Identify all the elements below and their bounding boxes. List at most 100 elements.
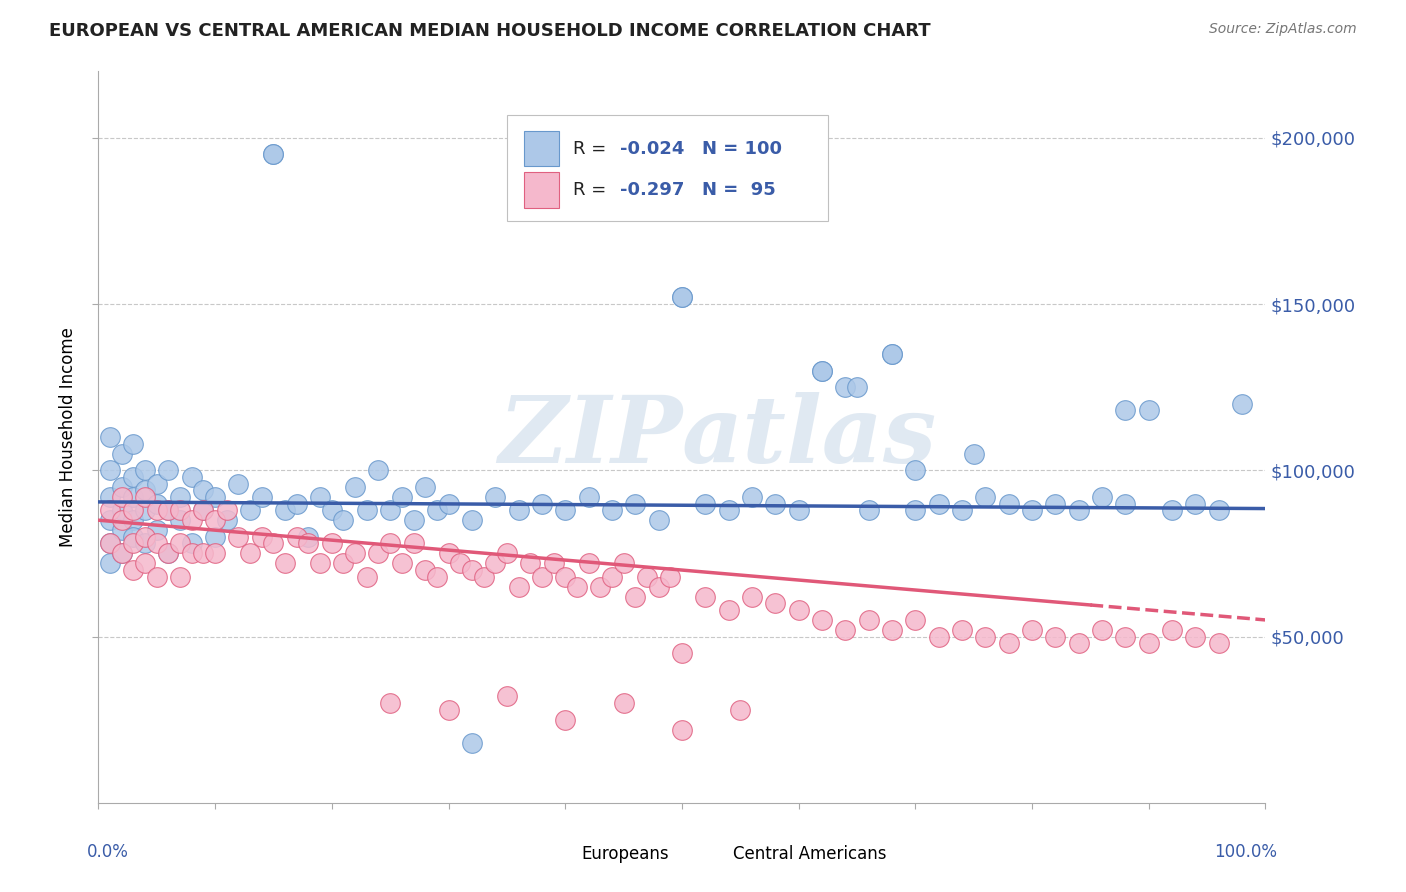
Point bbox=[111, 546, 134, 560]
Point bbox=[169, 570, 191, 584]
Point bbox=[309, 557, 332, 571]
Point bbox=[811, 613, 834, 627]
Point bbox=[239, 503, 262, 517]
Point bbox=[1161, 503, 1184, 517]
Text: 0.0%: 0.0% bbox=[87, 843, 128, 861]
Point bbox=[472, 570, 495, 584]
Point bbox=[250, 490, 273, 504]
Point bbox=[98, 430, 121, 444]
Point bbox=[98, 536, 121, 550]
Point bbox=[1091, 623, 1114, 637]
Point bbox=[554, 570, 576, 584]
Point bbox=[180, 470, 202, 484]
Point bbox=[321, 536, 343, 550]
Point bbox=[111, 546, 134, 560]
Point bbox=[146, 497, 169, 511]
Point bbox=[543, 557, 565, 571]
Point bbox=[146, 536, 169, 550]
Point bbox=[180, 536, 202, 550]
Text: N = 100: N = 100 bbox=[702, 139, 782, 158]
Point bbox=[962, 447, 984, 461]
Point bbox=[285, 497, 308, 511]
Point bbox=[380, 536, 402, 550]
Point bbox=[950, 623, 973, 637]
Point bbox=[1208, 636, 1230, 650]
Point bbox=[111, 513, 134, 527]
Point bbox=[157, 503, 180, 517]
Point bbox=[122, 436, 145, 450]
Point bbox=[834, 380, 856, 394]
Point bbox=[413, 480, 436, 494]
Point bbox=[344, 480, 367, 494]
Point bbox=[228, 476, 250, 491]
Point bbox=[262, 147, 284, 161]
Point bbox=[98, 557, 121, 571]
Point bbox=[1045, 497, 1067, 511]
Point bbox=[262, 536, 284, 550]
Point bbox=[1045, 630, 1067, 644]
Point bbox=[496, 546, 519, 560]
Point bbox=[356, 570, 378, 584]
Point bbox=[274, 557, 297, 571]
Point bbox=[111, 490, 134, 504]
Point bbox=[717, 503, 740, 517]
Point bbox=[589, 580, 612, 594]
Point bbox=[193, 503, 215, 517]
Point bbox=[565, 580, 588, 594]
Point bbox=[997, 636, 1019, 650]
Point bbox=[215, 513, 238, 527]
Point bbox=[671, 723, 693, 737]
Text: N =  95: N = 95 bbox=[702, 181, 776, 199]
Point bbox=[380, 696, 402, 710]
Text: 100.0%: 100.0% bbox=[1213, 843, 1277, 861]
Point bbox=[262, 147, 284, 161]
Point bbox=[332, 557, 354, 571]
Point bbox=[134, 483, 156, 498]
Point bbox=[1184, 497, 1206, 511]
Point bbox=[215, 503, 238, 517]
Point bbox=[484, 557, 506, 571]
Text: -0.297: -0.297 bbox=[620, 181, 685, 199]
Point bbox=[811, 363, 834, 377]
Point bbox=[413, 563, 436, 577]
Point bbox=[1067, 636, 1090, 650]
Point bbox=[997, 497, 1019, 511]
Point bbox=[122, 503, 145, 517]
Point bbox=[928, 630, 950, 644]
Point bbox=[519, 557, 541, 571]
Point bbox=[858, 613, 880, 627]
Point bbox=[834, 623, 856, 637]
Point bbox=[98, 463, 121, 477]
Text: EUROPEAN VS CENTRAL AMERICAN MEDIAN HOUSEHOLD INCOME CORRELATION CHART: EUROPEAN VS CENTRAL AMERICAN MEDIAN HOUS… bbox=[49, 22, 931, 40]
Point bbox=[763, 497, 786, 511]
Point bbox=[904, 463, 927, 477]
Point bbox=[496, 690, 519, 704]
Point bbox=[274, 503, 297, 517]
Point bbox=[134, 536, 156, 550]
Point bbox=[449, 557, 471, 571]
Point bbox=[122, 513, 145, 527]
Point bbox=[146, 523, 169, 537]
Point bbox=[600, 570, 623, 584]
Point bbox=[461, 513, 484, 527]
Point bbox=[880, 347, 903, 361]
Point bbox=[1137, 636, 1160, 650]
Point bbox=[1161, 623, 1184, 637]
Point bbox=[169, 536, 191, 550]
Point bbox=[659, 570, 682, 584]
Point bbox=[157, 463, 180, 477]
Text: ZIP: ZIP bbox=[498, 392, 682, 482]
Point bbox=[204, 513, 226, 527]
Point bbox=[671, 290, 693, 304]
Point bbox=[193, 503, 215, 517]
Point bbox=[122, 490, 145, 504]
Point bbox=[122, 470, 145, 484]
Point bbox=[647, 513, 669, 527]
Point bbox=[461, 736, 484, 750]
Point bbox=[530, 570, 553, 584]
Point bbox=[157, 546, 180, 560]
Point bbox=[671, 646, 693, 660]
FancyBboxPatch shape bbox=[693, 839, 720, 869]
Text: R =: R = bbox=[574, 139, 613, 158]
Point bbox=[1021, 503, 1043, 517]
